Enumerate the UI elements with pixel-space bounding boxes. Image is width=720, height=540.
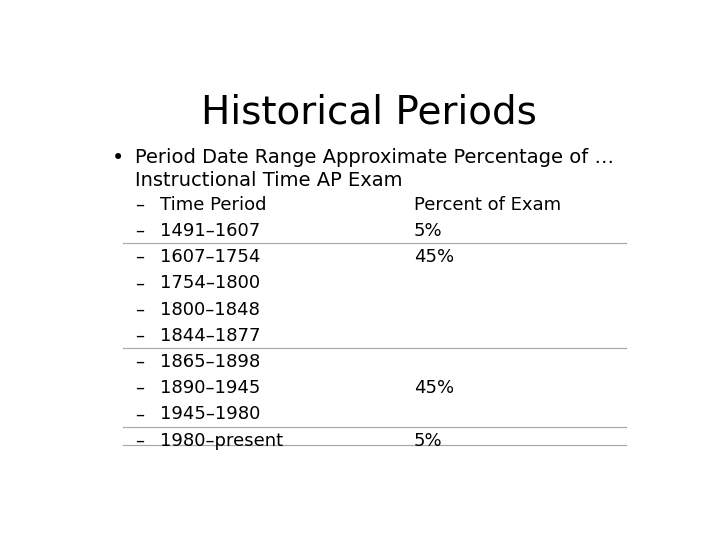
- Text: –: –: [135, 353, 143, 371]
- Text: 1865–1898: 1865–1898: [160, 353, 260, 371]
- Text: 1800–1848: 1800–1848: [160, 301, 260, 319]
- Text: 5%: 5%: [413, 431, 442, 449]
- Text: –: –: [135, 327, 143, 345]
- Text: •: •: [112, 148, 125, 168]
- Text: Percent of Exam: Percent of Exam: [413, 196, 561, 214]
- Text: 1890–1945: 1890–1945: [160, 379, 260, 397]
- Text: 5%: 5%: [413, 222, 442, 240]
- Text: –: –: [135, 196, 143, 214]
- Text: 1607–1754: 1607–1754: [160, 248, 260, 266]
- Text: Historical Periods: Historical Periods: [201, 94, 537, 132]
- Text: 1980–present: 1980–present: [160, 431, 283, 449]
- Text: –: –: [135, 301, 143, 319]
- Text: Time Period: Time Period: [160, 196, 266, 214]
- Text: –: –: [135, 274, 143, 292]
- Text: 1945–1980: 1945–1980: [160, 406, 260, 423]
- Text: Instructional Time AP Exam: Instructional Time AP Exam: [135, 171, 402, 190]
- Text: 45%: 45%: [413, 248, 454, 266]
- Text: –: –: [135, 431, 143, 449]
- Text: –: –: [135, 406, 143, 423]
- Text: –: –: [135, 248, 143, 266]
- Text: 45%: 45%: [413, 379, 454, 397]
- Text: –: –: [135, 222, 143, 240]
- Text: –: –: [135, 379, 143, 397]
- Text: 1491–1607: 1491–1607: [160, 222, 260, 240]
- Text: Period Date Range Approximate Percentage of …: Period Date Range Approximate Percentage…: [135, 148, 613, 167]
- Text: 1754–1800: 1754–1800: [160, 274, 260, 292]
- Text: 1844–1877: 1844–1877: [160, 327, 260, 345]
